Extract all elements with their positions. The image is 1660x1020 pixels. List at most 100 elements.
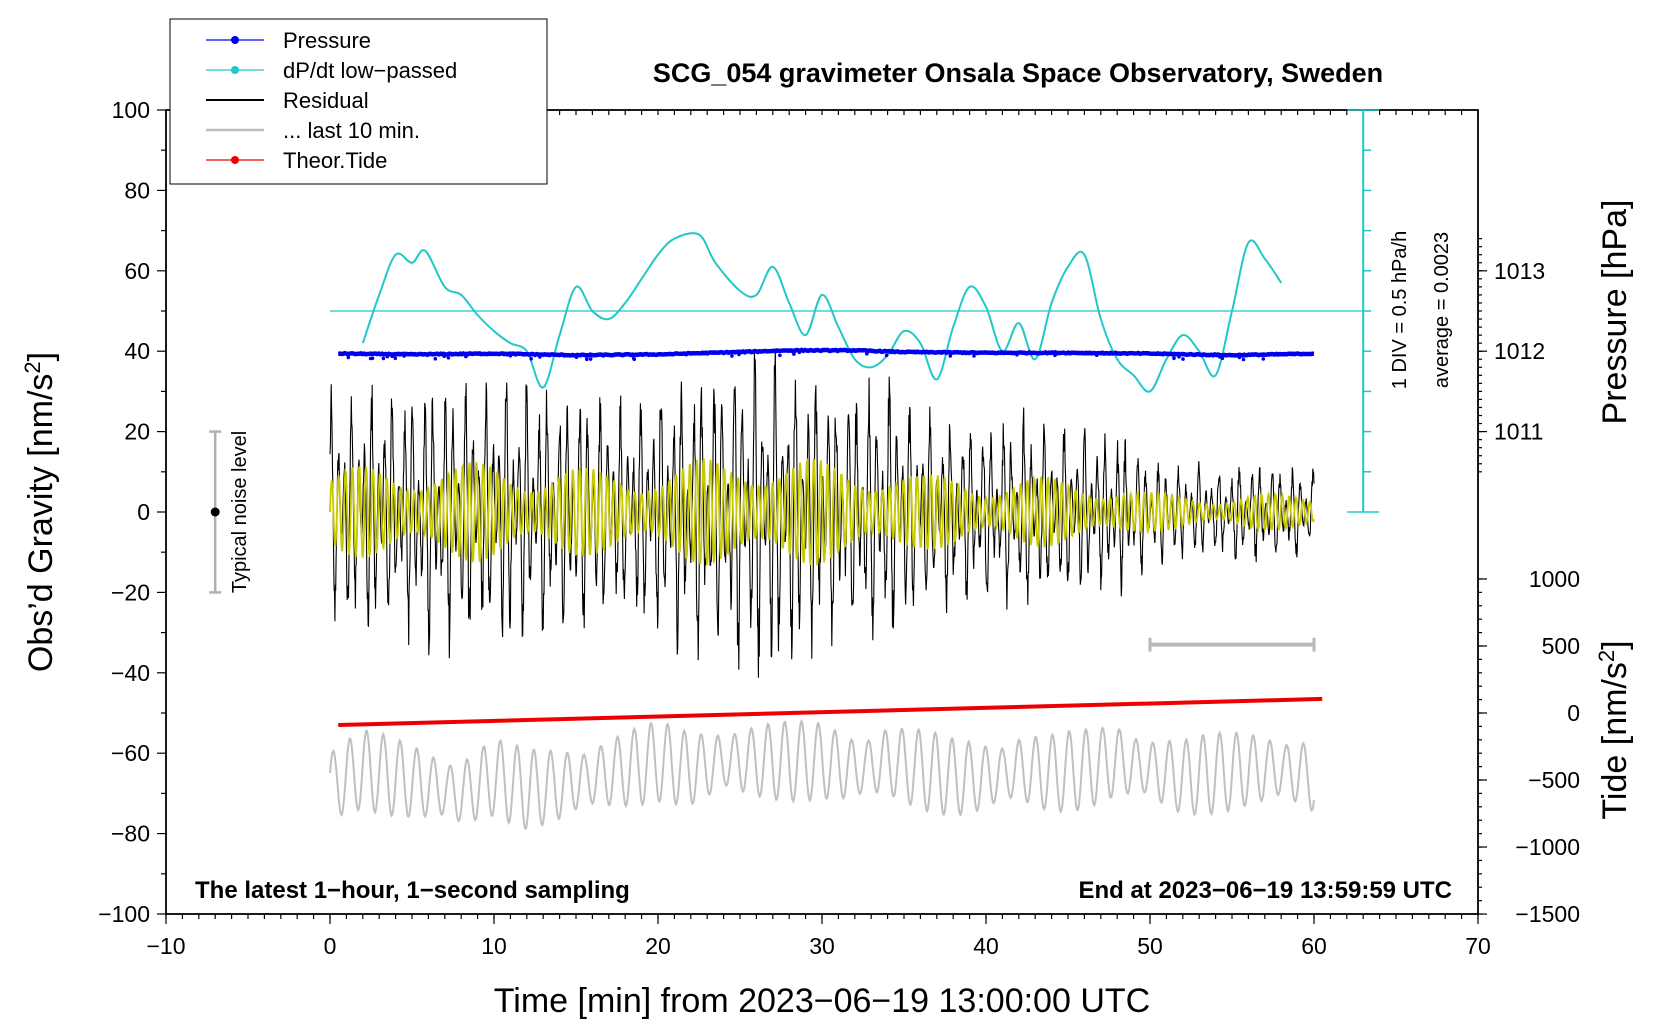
x-tick-label: 0 — [324, 933, 337, 959]
dpdt-average-label: average = 0.0023 — [1431, 232, 1453, 388]
x-tick-label: 40 — [973, 933, 999, 959]
tide-tick-label: −500 — [1528, 767, 1580, 793]
y-tick-label: −60 — [111, 740, 150, 766]
legend-label-pressure: Pressure — [283, 28, 371, 53]
pressure-point — [797, 350, 802, 355]
x-tick-label: 10 — [481, 933, 507, 959]
tide-tick-label: 0 — [1567, 700, 1580, 726]
y-tick-label: −100 — [98, 901, 150, 927]
pressure-point — [1177, 355, 1181, 359]
pressure-line — [338, 347, 1315, 358]
pressure-point — [508, 353, 513, 358]
x-axis-title: Time [min] from 2023−06−19 13:00:00 UTC — [494, 982, 1150, 1020]
y-tick-label: 80 — [124, 177, 150, 203]
pressure-point — [1094, 353, 1099, 358]
y-axis-title-tide: Tide [nm/s2] — [1594, 640, 1634, 819]
x-tick-label: −10 — [146, 933, 185, 959]
pressure-point — [1172, 356, 1176, 361]
pressure-point — [1220, 356, 1225, 361]
pressure-point — [538, 355, 542, 359]
dpdt-scale-label: 1 DIV = 0.5 hPa/h — [1389, 231, 1411, 389]
x-tick-label: 60 — [1301, 933, 1327, 959]
pressure-point — [1053, 353, 1057, 358]
noise-bar-center — [210, 507, 220, 517]
x-tick-label: 50 — [1137, 933, 1163, 959]
legend-label-dpdt: dP/dt low−passed — [283, 58, 457, 83]
pressure-point — [884, 353, 889, 358]
pressure-tick-label: 1013 — [1494, 258, 1545, 284]
pressure-point — [390, 354, 395, 359]
x-tick-label: 20 — [645, 933, 671, 959]
x-tick-label: 70 — [1465, 933, 1491, 959]
legend-entry-residual: Residual — [206, 88, 369, 113]
residual-filtered-line — [329, 457, 1315, 567]
pressure-point — [385, 354, 390, 359]
legend: Pressure dP/dt low−passed Residual ... l… — [169, 18, 548, 185]
y-tick-label: −20 — [111, 579, 150, 605]
pressure-point — [1015, 353, 1019, 357]
pressure-point — [1237, 355, 1242, 360]
pressure-point — [948, 354, 953, 358]
pressure-point — [346, 355, 351, 360]
pressure-point — [1181, 357, 1185, 361]
y-tick-label: 0 — [137, 499, 150, 525]
legend-box — [169, 18, 548, 185]
y-tick-label: −80 — [111, 821, 150, 847]
legend-label-last10: ... last 10 min. — [283, 118, 420, 143]
y-tick-label: 100 — [112, 97, 150, 123]
pressure-point — [464, 354, 468, 359]
tide-line — [338, 696, 1323, 728]
pressure-point — [730, 354, 734, 358]
y-axis-title-left: Obs’d Gravity [nm/s2] — [20, 352, 60, 672]
pressure-point — [370, 356, 375, 361]
y-tick-label: 20 — [124, 419, 150, 445]
pressure-point — [1241, 357, 1246, 362]
pressure-point — [632, 357, 637, 362]
pressure-point — [393, 356, 398, 361]
legend-label-tide: Theor.Tide — [283, 148, 387, 173]
dpdt-line — [361, 232, 1283, 393]
pressure-point — [446, 356, 451, 360]
tide-tick-label: −1500 — [1515, 901, 1580, 927]
pressure-point — [1261, 357, 1266, 361]
legend-entry-tide: Theor.Tide — [206, 148, 387, 173]
legend-marker-pressure — [231, 36, 239, 44]
last10-line — [329, 718, 1315, 830]
noise-level-label: Typical noise level — [229, 431, 251, 593]
pressure-point — [1217, 355, 1222, 359]
pressure-point — [792, 352, 796, 356]
pressure-point — [778, 353, 782, 358]
tide-tick-label: −1000 — [1515, 834, 1580, 860]
y-tick-label: −40 — [111, 660, 150, 686]
pressure-point — [529, 357, 533, 361]
tide-tick-label: 500 — [1542, 633, 1580, 659]
pressure-point — [381, 356, 386, 361]
pressure-point — [402, 354, 406, 358]
legend-entry-pressure: Pressure — [206, 28, 371, 53]
legend-entry-dpdt: dP/dt low−passed — [206, 58, 457, 83]
legend-entry-last10: ... last 10 min. — [206, 118, 420, 143]
chart-title: SCG_054 gravimeter Onsala Space Observat… — [653, 58, 1383, 88]
pressure-point — [574, 355, 579, 360]
pressure-point — [972, 354, 976, 358]
footer-right-label: End at 2023−06−19 13:59:59 UTC — [1078, 877, 1452, 904]
pressure-point — [865, 351, 869, 356]
pressure-point — [585, 357, 589, 362]
x-tick-label: 30 — [809, 933, 835, 959]
pressure-point — [588, 357, 593, 361]
pressure-point — [433, 357, 438, 361]
legend-label-residual: Residual — [283, 88, 369, 113]
y-tick-label: 60 — [124, 258, 150, 284]
pressure-point — [737, 352, 741, 357]
y-tick-label: 40 — [124, 338, 150, 364]
legend-marker-tide — [231, 156, 239, 164]
series-layer — [329, 232, 1364, 830]
footer-left-label: The latest 1−hour, 1−second sampling — [195, 877, 630, 904]
legend-marker-dpdt — [231, 66, 239, 74]
pressure-tick-label: 1012 — [1494, 338, 1545, 364]
y-axis-title-pressure: Pressure [hPa] — [1596, 200, 1634, 425]
pressure-tick-label: 1011 — [1494, 419, 1543, 445]
tide-tick-label: 1000 — [1529, 566, 1580, 592]
